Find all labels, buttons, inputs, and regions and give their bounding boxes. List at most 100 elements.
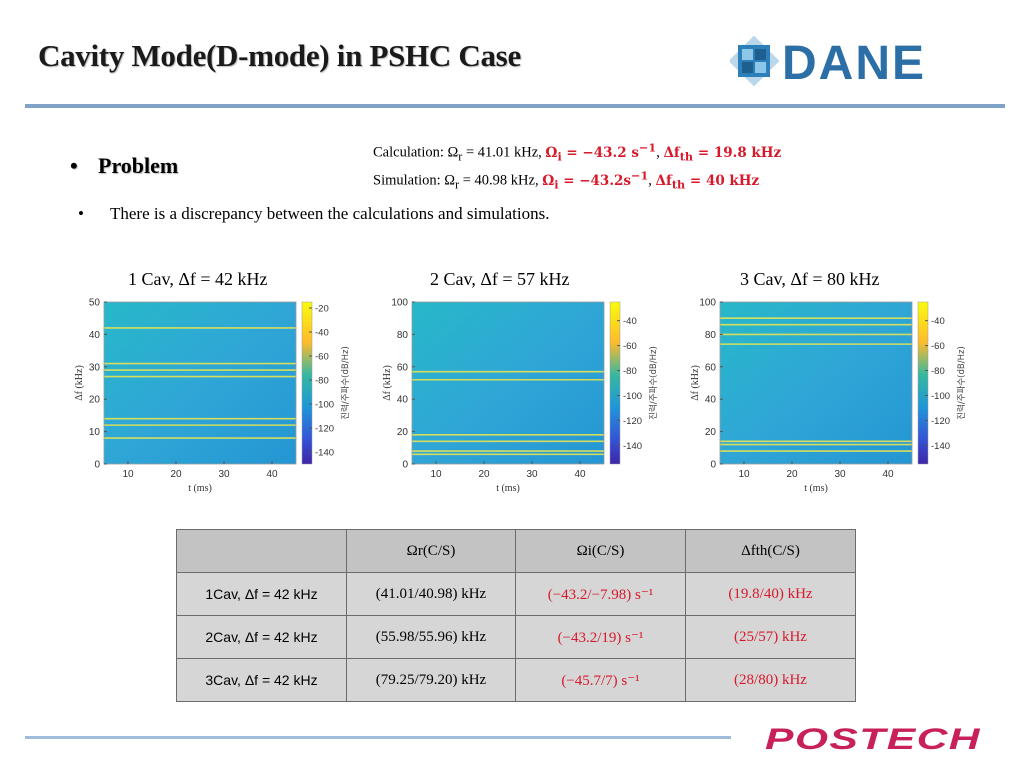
x-tick-label: 10 — [122, 469, 134, 480]
y-tick-label: 20 — [89, 395, 101, 406]
header-rule — [25, 104, 1005, 108]
table-header-row: Ωr(C/S) Ωi(C/S) Δfth(C/S) — [176, 529, 856, 573]
colorbar — [609, 301, 621, 465]
y-tick-label: 30 — [89, 362, 101, 373]
table-cell: (−43.2/19) s⁻¹ — [515, 615, 686, 659]
colorbar-tick-label: -60 — [931, 341, 945, 352]
x-axis-label: t (ms) — [496, 483, 520, 494]
y-tick-label: 50 — [89, 298, 101, 309]
x-tick-label: 30 — [218, 469, 230, 480]
colorbar-tick-label: -140 — [623, 441, 642, 452]
table-cell: (55.98/55.96) kHz — [346, 615, 516, 659]
x-tick-label: 10 — [430, 469, 442, 480]
x-tick-label: 40 — [266, 469, 278, 480]
spectrogram-3cav: 10 20 30 40 0 20 40 60 80 100 t (ms) Δf (kHz) -40 -60… — [690, 298, 967, 494]
y-tick-label: 40 — [397, 395, 409, 406]
plot-frame — [103, 301, 297, 465]
postech-logo-text: POSTECH — [765, 723, 981, 752]
table-cell: (−45.7/7) s⁻¹ — [515, 658, 686, 702]
simulation-line: Simulation: Ωr = 40.98 kHz, Ωi = −43.2s−… — [373, 168, 760, 192]
table-cell: (25/57) kHz — [685, 615, 856, 659]
table-cell: (−43.2/−7.98) s⁻¹ — [515, 572, 686, 616]
x-tick-label: 30 — [834, 469, 846, 480]
bullet-dot-icon: • — [70, 153, 78, 178]
table-header-cell: Ωi(C/S) — [515, 529, 686, 573]
dane-logo: DANE — [730, 36, 926, 86]
plot-area — [412, 302, 604, 464]
chart-title-1cav: 1 Cav, Δf = 42 kHz — [128, 269, 268, 289]
table-row: 1Cav, Δf = 42 kHz (41.01/40.98) kHz (−43… — [176, 572, 856, 616]
colorbar-tick-label: -60 — [315, 352, 329, 363]
colorbar-tick-label: -60 — [623, 341, 637, 352]
y-tick-label: 0 — [94, 460, 100, 471]
discrepancy-text: There is a discrepancy between the calcu… — [110, 204, 550, 223]
x-axis-label: t (ms) — [188, 483, 212, 494]
y-tick-label: 80 — [705, 330, 717, 341]
table-cell: (79.25/79.20) kHz — [346, 658, 516, 702]
page-title: Cavity Mode(D-mode) in PSHC Case — [38, 38, 521, 73]
x-tick-label: 40 — [574, 469, 586, 480]
colorbar-tick-label: -100 — [315, 400, 334, 411]
colorbar-tick-label: -100 — [931, 391, 950, 402]
bullet-dot-icon: • — [78, 204, 84, 223]
y-tick-label: 40 — [705, 395, 717, 406]
colorbar-tick-label: -20 — [315, 304, 329, 315]
colorbar-tick-label: -40 — [623, 316, 637, 327]
x-tick-label: 40 — [882, 469, 894, 480]
y-tick-label: 20 — [705, 427, 717, 438]
postech-logo: POSTECH — [765, 723, 981, 752]
colorbar-tick-label: -80 — [315, 376, 329, 387]
y-tick-label: 60 — [705, 362, 717, 373]
colorbar-tick-label: -140 — [931, 441, 950, 452]
plot-area — [720, 302, 912, 464]
spectrogram-2cav: 10 20 30 40 0 20 40 60 80 100 t (ms) Δf (kHz) -40 -60… — [382, 298, 659, 494]
calculation-line: Calculation: Ωr = 41.01 kHz, Ωi = −43.2 … — [373, 140, 782, 164]
y-tick-label: 40 — [89, 330, 101, 341]
y-tick-label: 0 — [402, 460, 408, 471]
table-header-cell — [176, 529, 347, 573]
colorbar-label: 진력/주파수(dB/Hz) — [340, 346, 351, 420]
chart-title-3cav: 3 Cav, Δf = 80 kHz — [740, 269, 880, 289]
colorbar-tick-label: -40 — [315, 328, 329, 339]
colorbar-tick-label: -100 — [623, 391, 642, 402]
colorbar-tick-label: -120 — [315, 424, 334, 435]
results-table: Ωr(C/S) Ωi(C/S) Δfth(C/S) 1Cav, Δf = 42 … — [176, 529, 856, 702]
y-tick-label: 100 — [391, 298, 408, 309]
y-tick-label: 60 — [397, 362, 409, 373]
table-cell: 1Cav, Δf = 42 kHz — [176, 572, 347, 616]
colorbar — [301, 301, 313, 465]
table-cell: 3Cav, Δf = 42 kHz — [176, 658, 347, 702]
y-axis-label: Δf (kHz) — [690, 365, 701, 401]
y-tick-label: 20 — [397, 427, 409, 438]
table-cell: (41.01/40.98) kHz — [346, 572, 516, 616]
x-tick-label: 20 — [786, 469, 798, 480]
table-header-cell: Δfth(C/S) — [685, 529, 856, 573]
footer-rule — [25, 736, 731, 739]
x-tick-label: 20 — [170, 469, 182, 480]
y-tick-label: 80 — [397, 330, 409, 341]
table-row: 2Cav, Δf = 42 kHz (55.98/55.96) kHz (−43… — [176, 615, 856, 659]
colorbar-tick-label: -40 — [931, 316, 945, 327]
dane-logo-text: DANE — [782, 37, 926, 86]
problem-bullet: • Problem — [70, 153, 178, 179]
colorbar — [917, 301, 929, 465]
y-tick-label: 10 — [89, 427, 101, 438]
colorbar-tick-label: -120 — [623, 416, 642, 427]
table-cell: (19.8/40) kHz — [685, 572, 856, 616]
x-tick-label: 20 — [478, 469, 490, 480]
y-axis-label: Δf (kHz) — [382, 365, 393, 401]
colorbar-tick-label: -80 — [623, 366, 637, 377]
y-axis-label: Δf (kHz) — [74, 365, 85, 401]
table-cell: (28/80) kHz — [685, 658, 856, 702]
plot-area — [104, 302, 296, 464]
colorbar-tick-label: -80 — [931, 366, 945, 377]
chart-title-2cav: 2 Cav, Δf = 57 kHz — [430, 269, 570, 289]
y-tick-label: 0 — [710, 460, 716, 471]
calc-sim-summary: Calculation: Ωr = 41.01 kHz, Ωi = −43.2 … — [373, 138, 781, 195]
problem-heading: Problem — [98, 153, 179, 178]
colorbar-tick-label: -140 — [315, 448, 334, 459]
table-row: 3Cav, Δf = 42 kHz (79.25/79.20) kHz (−45… — [176, 658, 856, 702]
discrepancy-bullet: • There is a discrepancy between the calc… — [78, 204, 550, 224]
colorbar-tick-label: -120 — [931, 416, 950, 427]
x-tick-label: 30 — [526, 469, 538, 480]
